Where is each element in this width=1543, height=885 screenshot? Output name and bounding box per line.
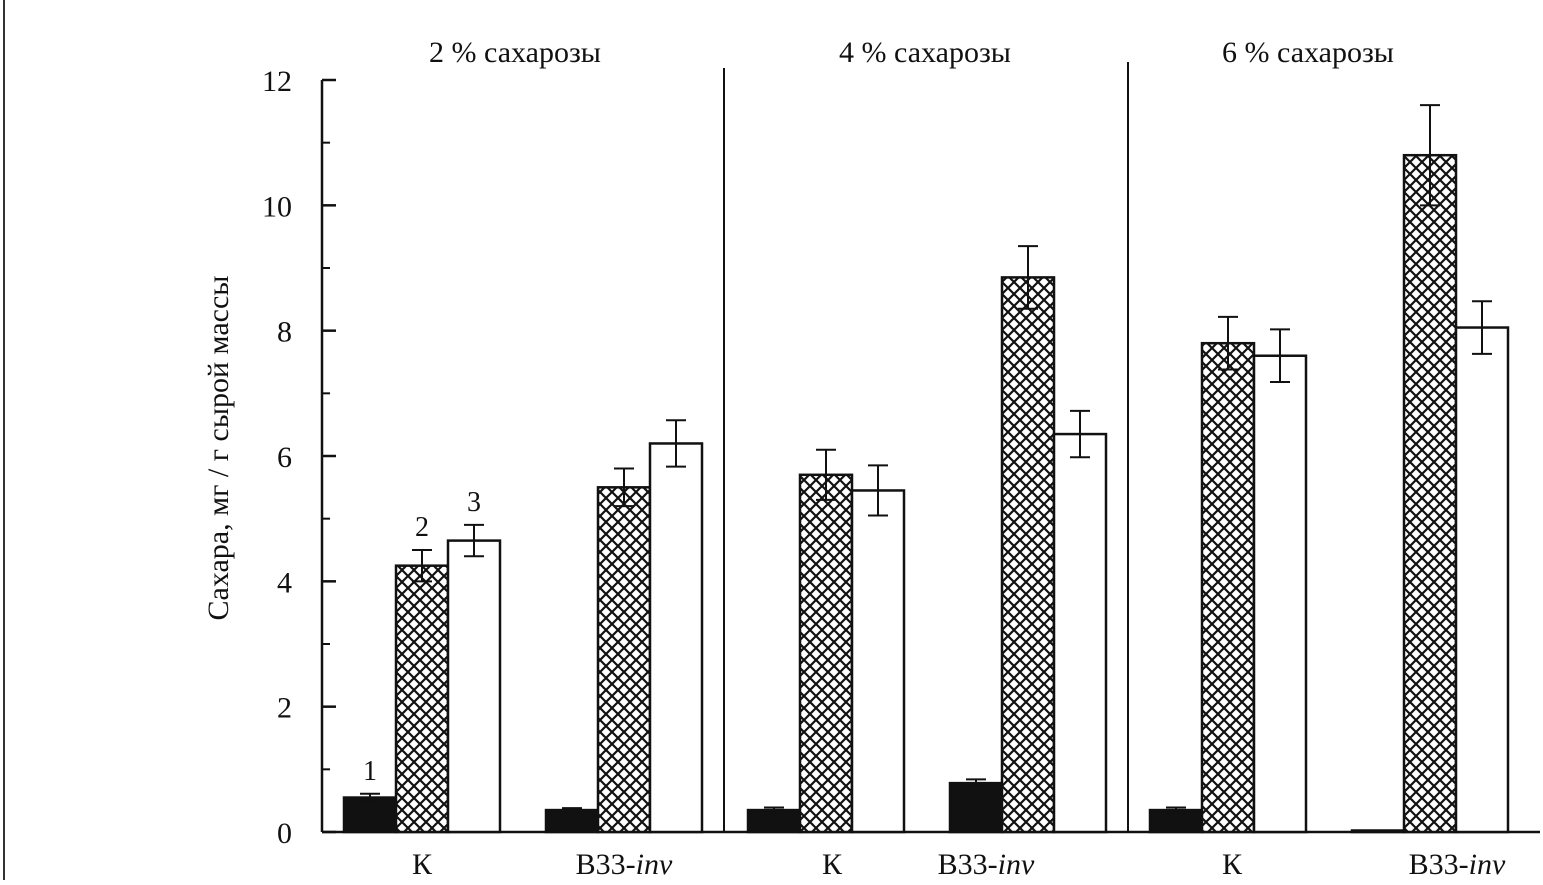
bar-series-2 xyxy=(798,473,854,834)
bar-series-3 xyxy=(446,539,502,834)
bar-series-3 xyxy=(1052,432,1108,834)
y-tick-label: 2 xyxy=(277,692,292,725)
category-label-main: К xyxy=(822,848,843,880)
bar-series-3 xyxy=(1454,326,1510,834)
y-tick-label: 12 xyxy=(262,65,292,98)
panel-title: 2 % сахарозы xyxy=(429,36,601,69)
category-label: В33-inv xyxy=(938,848,1035,880)
y-tick-label: 10 xyxy=(262,190,292,223)
bar-series-2 xyxy=(596,486,652,834)
y-axis-label: Сахара, мг / г сырой массы xyxy=(202,276,235,621)
series-label-2: 2 xyxy=(415,512,429,543)
bar-series-1 xyxy=(1350,829,1406,834)
y-tick-label: 0 xyxy=(277,817,292,850)
bar-series-3 xyxy=(1252,354,1308,834)
panel-title: 6 % сахарозы xyxy=(1222,36,1394,69)
category-label: В33-inv xyxy=(576,848,673,880)
category-label: К xyxy=(412,848,433,880)
y-tick-label: 6 xyxy=(277,441,292,474)
bar-series-2 xyxy=(394,564,450,834)
bar-series-1 xyxy=(544,808,600,834)
bar-series-3 xyxy=(648,442,704,834)
series-label-1: 1 xyxy=(363,756,377,787)
panel-title: 4 % сахарозы xyxy=(839,36,1011,69)
y-tick-label: 8 xyxy=(277,316,292,349)
category-label: К xyxy=(1222,848,1243,880)
category-label-italic: inv xyxy=(998,848,1035,880)
bar-series-2 xyxy=(1402,153,1458,834)
category-label-main: В33- xyxy=(938,848,998,880)
bar-series-3 xyxy=(850,489,906,834)
category-label-italic: inv xyxy=(1469,848,1506,880)
category-label-main: В33- xyxy=(1409,848,1469,880)
category-label-main: К xyxy=(1222,848,1243,880)
bar-series-1 xyxy=(342,796,398,834)
category-label-main: К xyxy=(412,848,433,880)
bar-series-2 xyxy=(1000,276,1056,834)
series-label-3: 3 xyxy=(467,487,481,518)
bar-series-2 xyxy=(1200,341,1256,834)
y-tick-label: 4 xyxy=(277,566,292,599)
category-label-main: В33- xyxy=(576,848,636,880)
category-label: К xyxy=(822,848,843,880)
category-label-italic: inv xyxy=(636,848,673,880)
bar-series-1 xyxy=(948,781,1004,834)
category-label: В33-inv xyxy=(1409,848,1506,880)
